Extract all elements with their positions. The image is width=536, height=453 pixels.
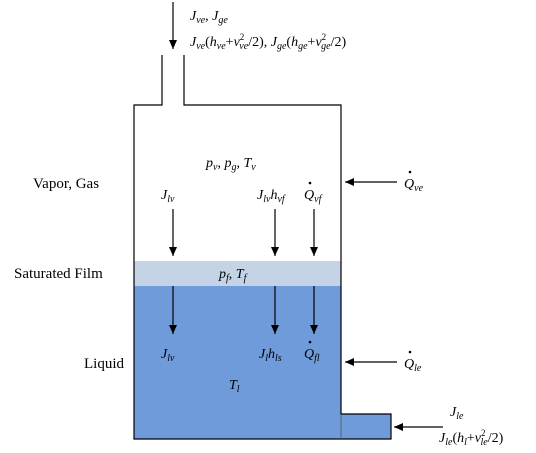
jlv-hvf-label: Jlvhvf (257, 188, 286, 205)
film-properties-label: pf, Tf (218, 267, 248, 284)
outlet-pipe (341, 414, 391, 439)
qvf-label: Qvf (304, 188, 323, 205)
jlv-liquid-label: Jlv (161, 347, 175, 364)
tank-outline (133, 55, 392, 440)
qve-dot (408, 170, 412, 174)
vapor-properties-label: pv, pg, Tv (205, 156, 256, 173)
saturated-film-label: Saturated Film (14, 266, 103, 282)
jlv-vapor-label: Jlv (161, 188, 175, 205)
qve-label: Qve (404, 177, 424, 194)
liquid-label: Liquid (84, 356, 124, 372)
outlet-flux-label: Jle (450, 405, 464, 422)
liquid-body (134, 286, 341, 439)
qfl-dot (308, 340, 312, 344)
inlet-flux-label: Jve, Jge (190, 9, 228, 26)
qfl-label: Qfl (304, 347, 320, 364)
saturated-film-layer (134, 261, 341, 286)
qle-dot (408, 350, 412, 354)
qle-label: Qle (404, 357, 422, 374)
jl-hls-label: Jlhls (259, 347, 282, 364)
qvf-dot (308, 181, 312, 185)
inlet-energy-label: Jve(hve+v2 ve/2), Jge(hge+v2 ge/2) (190, 32, 347, 52)
outlet-energy-label: Jle(hl+v2 le/2) (439, 428, 504, 448)
vapor-gas-label: Vapor, Gas (33, 176, 99, 192)
liquid-temperature-label: Tl (229, 378, 240, 395)
